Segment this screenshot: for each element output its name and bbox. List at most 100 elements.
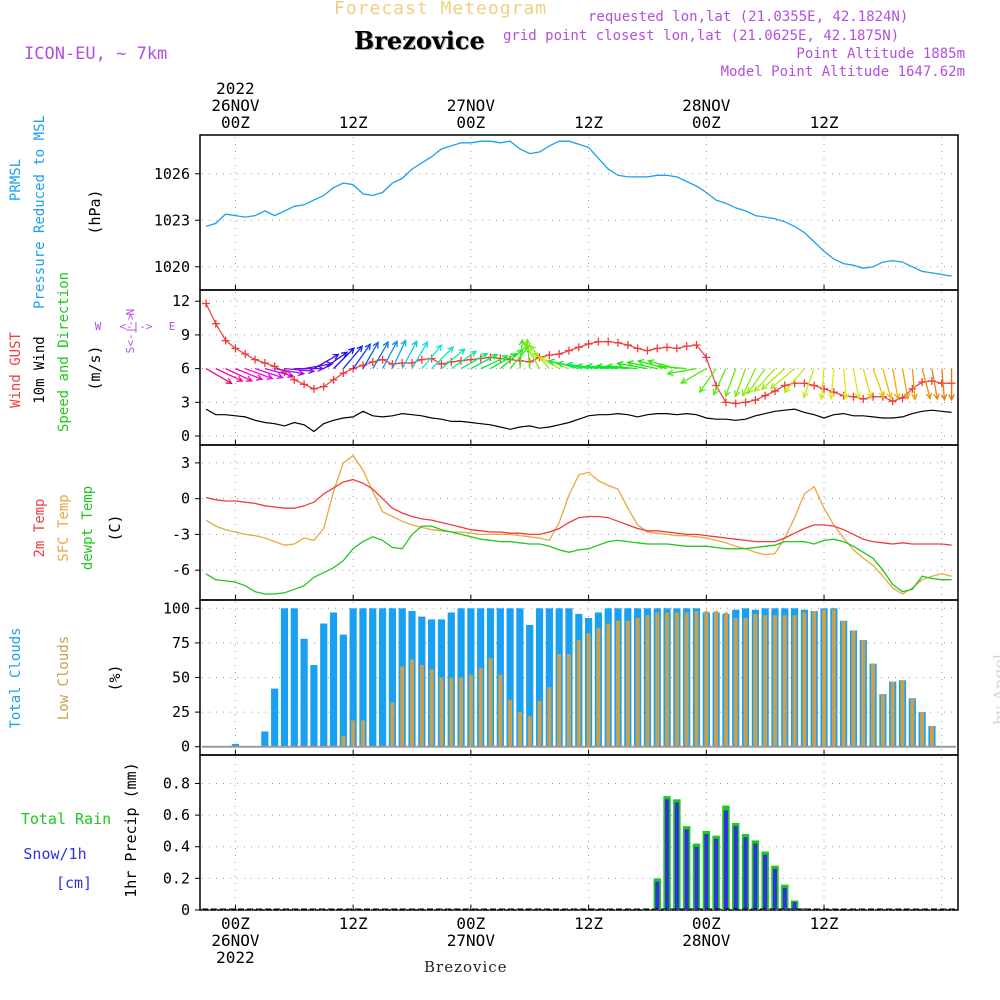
wind-arrow — [411, 341, 428, 369]
low-cloud-bar — [851, 630, 856, 747]
wind-arrowhead — [531, 352, 539, 359]
gust-marker — [918, 378, 927, 387]
x-label-bottom: 12Z — [339, 914, 368, 933]
gust-marker — [702, 353, 711, 362]
y-label-dewpt: dewpt Temp — [80, 486, 96, 570]
gust-marker — [643, 346, 652, 355]
wind-arrow — [382, 340, 398, 369]
low-cloud-bar — [410, 659, 415, 747]
gust-marker — [672, 344, 681, 353]
wind-arrowhead — [422, 340, 429, 348]
low-cloud-bar — [743, 617, 748, 747]
wind-arrowhead — [332, 353, 340, 360]
y-label-cm: [cm] — [56, 874, 92, 892]
wind-arrowhead — [636, 359, 645, 366]
snow-bar — [674, 802, 679, 910]
x-label-top: 00Z — [692, 113, 721, 132]
wind-arrowhead — [712, 388, 719, 397]
wind-arrow — [862, 368, 872, 399]
wind-arrow — [576, 365, 609, 370]
gust-marker — [251, 355, 260, 364]
wind-arrowhead — [746, 387, 754, 395]
wind-arrow — [852, 368, 860, 399]
low-cloud-bar — [645, 615, 650, 747]
point-altitude: Point Altitude 1885m — [796, 46, 965, 62]
gust-marker — [682, 342, 691, 351]
low-cloud-bar — [537, 701, 542, 747]
wind-arrow — [470, 353, 498, 370]
y-tick-label: 0.6 — [163, 806, 190, 824]
wind-arrowhead — [236, 375, 244, 382]
wind-arrow — [421, 344, 443, 370]
snow-bar — [772, 868, 777, 910]
wind-arrowhead — [372, 341, 379, 349]
low-cloud-bar — [831, 609, 836, 747]
wind-arrow — [441, 348, 466, 370]
wind-arrowhead — [575, 363, 583, 370]
wind-arrowhead — [256, 374, 264, 381]
y-label-total-rain: Total Rain — [21, 810, 111, 828]
total-cloud-bar — [231, 743, 240, 747]
wind-speed-line — [205, 408, 952, 433]
wind-arrowhead — [556, 360, 564, 368]
wind-arrowhead — [364, 343, 372, 351]
wind-arrowhead — [266, 373, 274, 380]
low-cloud-bar — [753, 613, 758, 747]
gust-marker — [290, 375, 299, 384]
wind-arrowhead — [565, 361, 574, 369]
wind-arrowhead — [854, 392, 862, 400]
total-cloud-bar — [290, 608, 298, 747]
snow-bar — [782, 887, 787, 910]
gust-marker — [888, 397, 897, 406]
gust-marker — [770, 387, 779, 396]
wind-arrowhead — [225, 377, 233, 385]
gust-marker — [751, 396, 760, 405]
low-cloud-bar — [802, 612, 807, 747]
wind-arrowhead — [666, 369, 674, 377]
wind-arrow — [490, 353, 517, 370]
x-label-top: 12Z — [574, 113, 603, 132]
gust-marker — [545, 351, 554, 360]
low-cloud-bar — [890, 681, 895, 747]
gust-marker — [761, 391, 770, 400]
wind-arrowhead — [356, 345, 364, 353]
snow-bar — [723, 810, 728, 910]
wind-arrowhead — [647, 359, 655, 366]
requested-coords: requested lon,lat (21.0355E, 42.1824N) — [588, 9, 909, 25]
wind-arrow — [509, 346, 530, 370]
y-tick-label: 3 — [181, 454, 190, 472]
y-tick-label: 9 — [181, 326, 190, 344]
gust-marker — [633, 344, 642, 353]
gust-marker — [457, 356, 466, 365]
wind-arrow — [450, 350, 477, 370]
total-cloud-bar — [261, 731, 269, 747]
wind-arrowhead — [866, 391, 873, 400]
total-cloud-bar — [300, 638, 308, 747]
wind-arrowhead — [769, 382, 777, 390]
snow-bar — [655, 881, 660, 910]
total-cloud-bar — [378, 608, 387, 747]
gust-marker — [898, 393, 907, 402]
gust-marker — [378, 355, 387, 364]
y-label-speed-direction: Speed and Direction — [56, 272, 72, 432]
y-label-c: (C) — [106, 514, 124, 541]
gust-marker — [427, 354, 436, 363]
wind-arrowhead — [547, 358, 555, 366]
wind-arrowhead — [538, 356, 547, 363]
wind-arrowhead — [491, 353, 499, 360]
gust-marker — [280, 367, 289, 376]
low-cloud-bar — [508, 699, 513, 747]
wind-arrow — [742, 368, 756, 396]
wind-arrow — [931, 368, 938, 400]
low-cloud-bar — [625, 620, 630, 747]
y-label-precip-mm: 1hr Precip (mm) — [122, 762, 140, 897]
compass-horizontal: <-|-> — [119, 320, 152, 333]
low-cloud-bar — [547, 687, 552, 747]
wind-arrow — [274, 367, 304, 375]
low-cloud-bar — [714, 611, 719, 747]
low-cloud-bar — [419, 665, 424, 747]
gust-marker — [731, 399, 740, 408]
low-cloud-bar — [616, 620, 621, 747]
y-label-sfc-temp: SFC Temp — [56, 494, 72, 561]
wind-arrow — [783, 368, 805, 393]
